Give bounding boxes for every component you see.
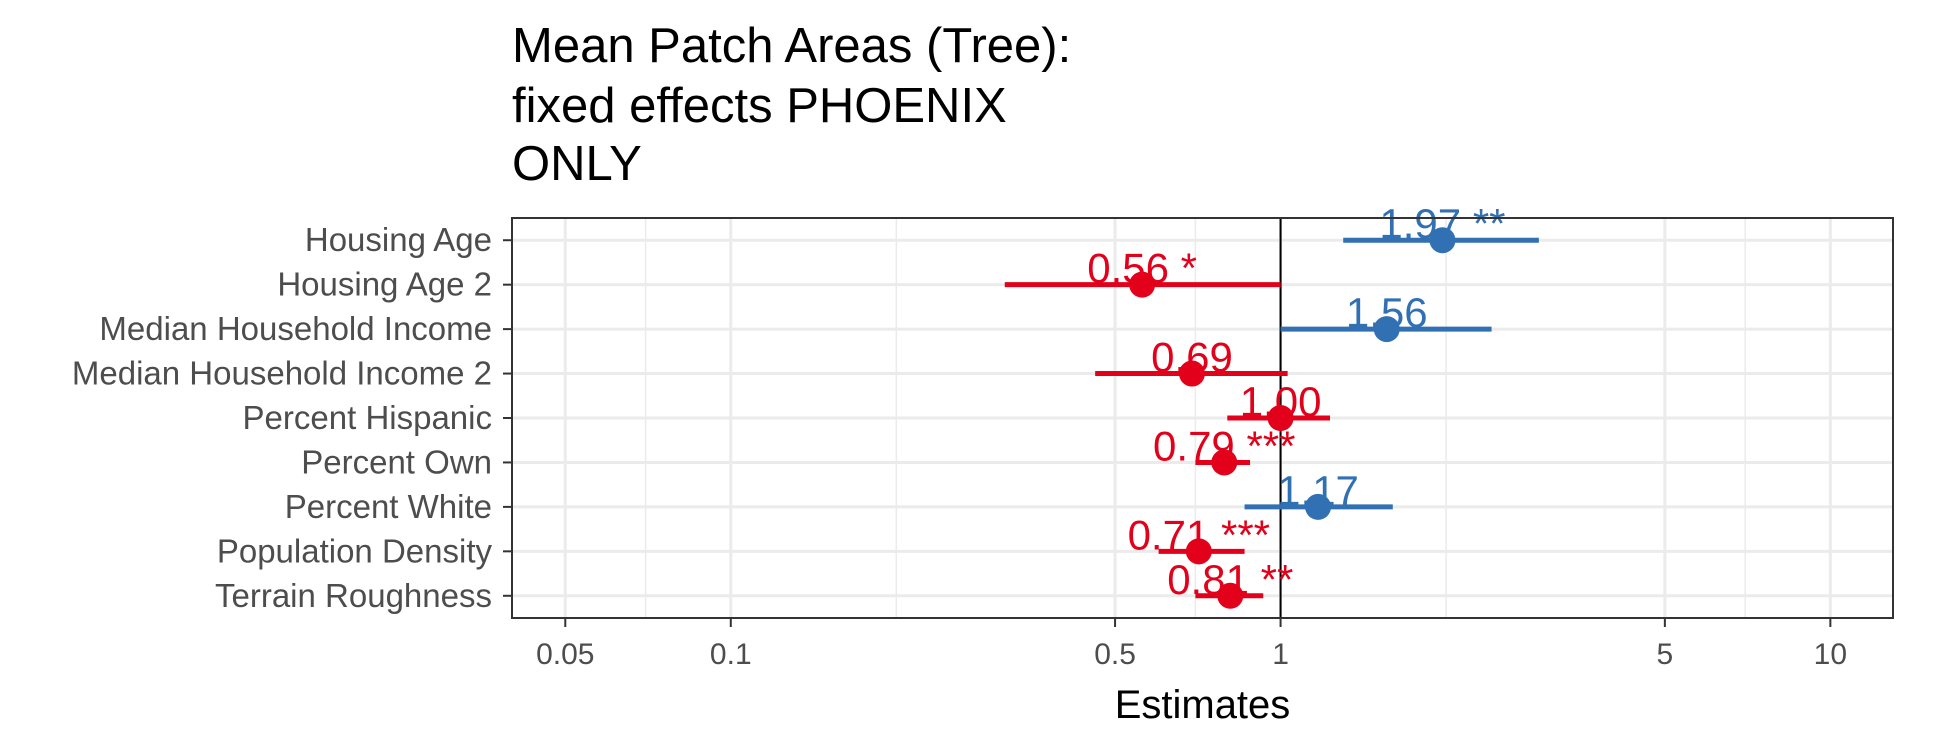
x-tick-label: 10 xyxy=(1814,638,1847,671)
y-tick-label: Terrain Roughness xyxy=(215,577,492,614)
y-axis-labels: Housing Age Housing Age 2 Median Household… xyxy=(72,221,512,614)
chart-title-line-1: Mean Patch Areas (Tree): xyxy=(512,19,1072,73)
y-tick-label: Housing Age 2 xyxy=(277,266,492,303)
estimate-label: 1.00 xyxy=(1240,378,1322,425)
x-axis-ticks: 0.05 0.1 0.5 1 5 10 xyxy=(536,618,1847,671)
y-tick-label: Percent Own xyxy=(301,443,492,480)
estimate-point xyxy=(1185,538,1212,565)
chart-title-line-2: fixed effects PHOENIX xyxy=(512,79,1007,133)
estimate-point xyxy=(1129,271,1156,298)
y-tick-label: Median Household Income xyxy=(99,310,492,347)
y-tick-label: Percent Hispanic xyxy=(243,399,492,436)
estimate-point xyxy=(1305,493,1332,520)
estimate-point xyxy=(1373,316,1400,343)
estimate-point xyxy=(1211,449,1238,476)
estimate-label: 0.69 xyxy=(1151,334,1233,381)
estimate-label: 0.71 *** xyxy=(1128,511,1270,558)
estimate-point xyxy=(1217,582,1244,609)
data-layer: 1.97 ** 0.56 * 1.56 0.691.000.79 ***1.170.7… xyxy=(1004,200,1539,609)
estimate-label: 0.81 ** xyxy=(1167,556,1293,603)
x-tick-label: 0.1 xyxy=(710,638,752,671)
chart-title-line-3: ONLY xyxy=(512,137,642,191)
estimate-point xyxy=(1267,405,1294,431)
panel-border xyxy=(511,217,1894,619)
estimate-label: 1.97 ** xyxy=(1379,200,1505,247)
y-tick-label: Population Density xyxy=(217,532,493,569)
y-tick-label: Housing Age xyxy=(305,221,492,258)
y-tick-label: Percent White xyxy=(285,488,492,525)
estimate-point xyxy=(1429,227,1456,254)
x-tick-label: 0.5 xyxy=(1094,638,1136,671)
x-tick-label: 1 xyxy=(1272,638,1289,671)
estimate-label: 0.56 * xyxy=(1087,245,1197,292)
x-axis-title: Estimates xyxy=(1115,683,1291,727)
estimate-point xyxy=(1178,360,1205,387)
y-tick-label: Median Household Income 2 xyxy=(72,355,492,392)
x-tick-label: 0.05 xyxy=(536,638,594,671)
x-tick-label: 5 xyxy=(1657,638,1674,671)
estimate-label: 1.17 xyxy=(1277,467,1359,514)
estimate-label: 0.79 *** xyxy=(1153,422,1295,469)
estimate-label: 1.56 xyxy=(1346,289,1428,336)
